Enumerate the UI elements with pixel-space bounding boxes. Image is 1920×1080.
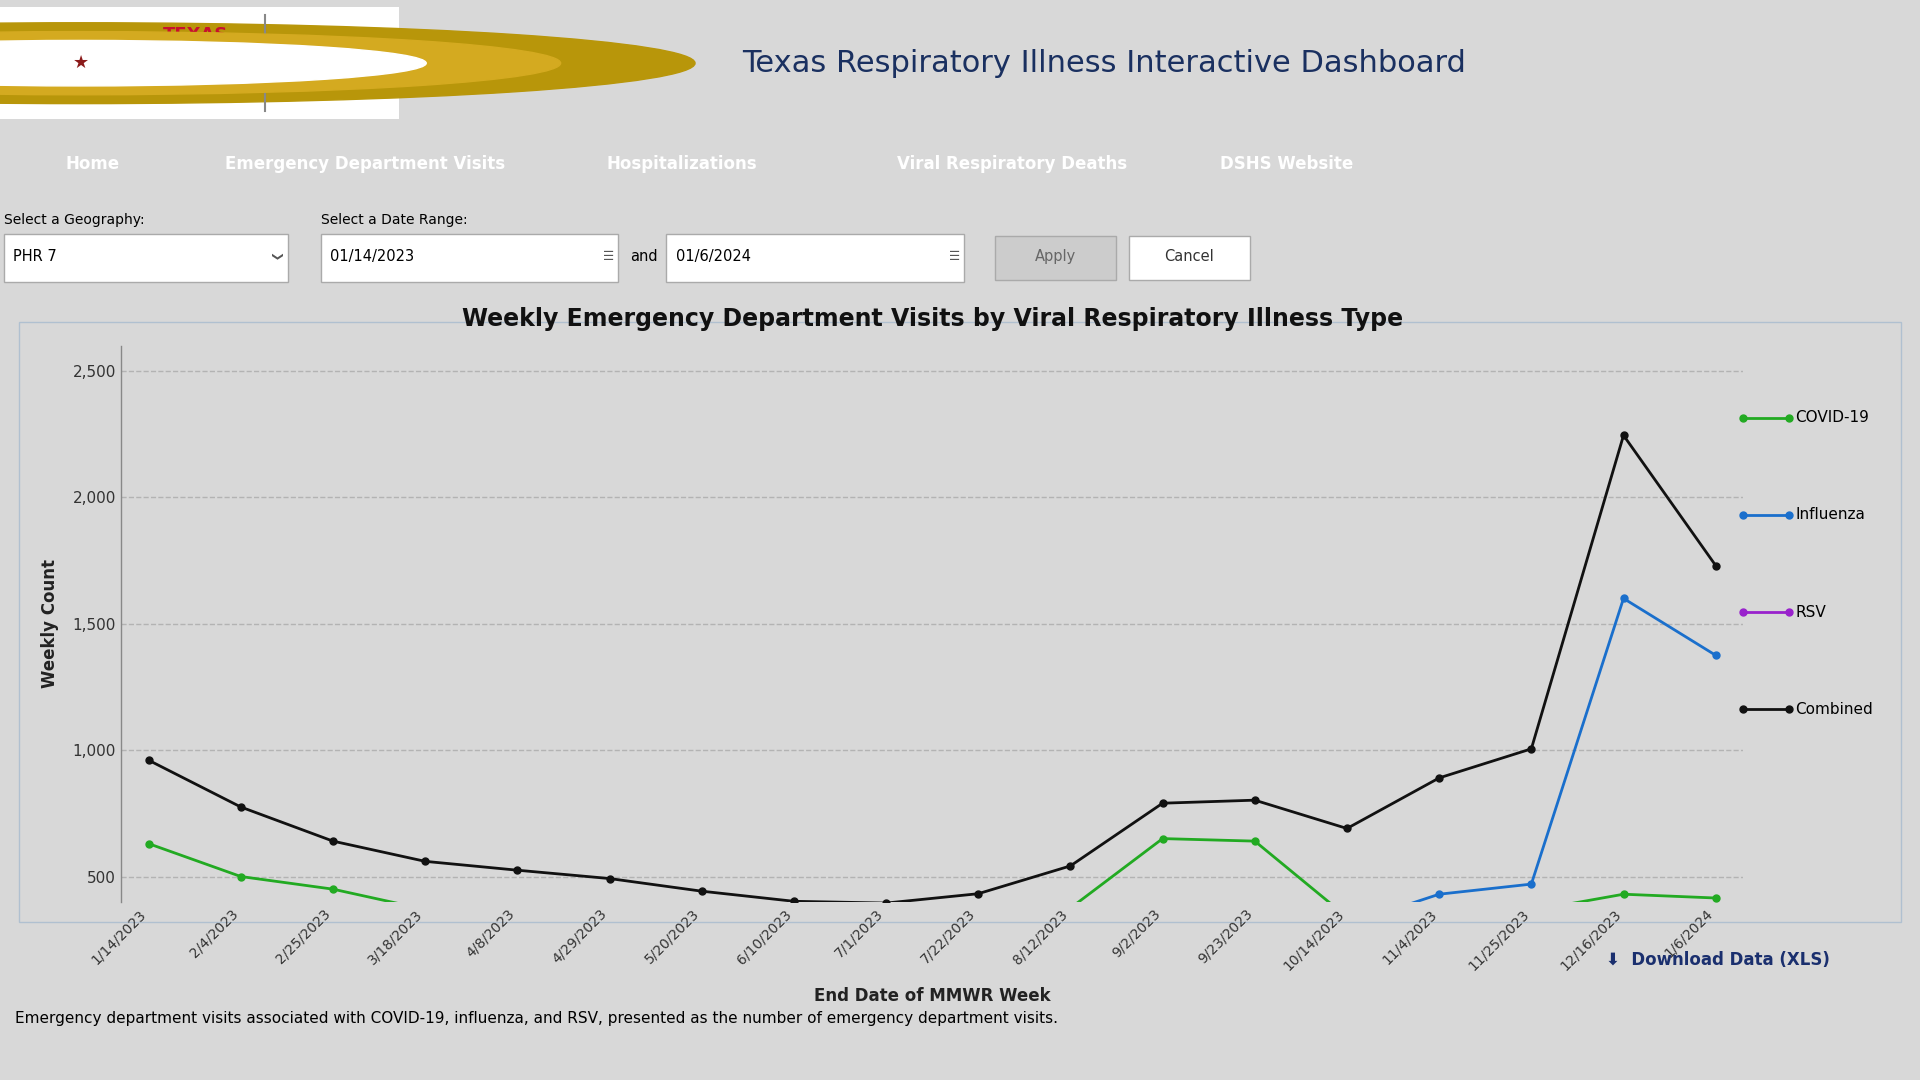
Text: Hospitalizations: Hospitalizations	[607, 156, 756, 173]
Text: Influenza: Influenza	[1795, 508, 1866, 523]
Text: PHR 7: PHR 7	[13, 249, 58, 265]
Text: ⬇  Download Data (XLS): ⬇ Download Data (XLS)	[1607, 951, 1830, 969]
Text: Home: Home	[65, 156, 119, 173]
Text: Emergency department visits associated with COVID-19, influenza, and RSV, presen: Emergency department visits associated w…	[15, 1012, 1058, 1026]
Text: 01/14/2023: 01/14/2023	[330, 249, 415, 265]
FancyBboxPatch shape	[4, 234, 288, 282]
Text: Texas Department of State: Texas Department of State	[284, 40, 424, 51]
Title: Weekly Emergency Department Visits by Viral Respiratory Illness Type: Weekly Emergency Department Visits by Vi…	[461, 307, 1404, 332]
Text: Texas Respiratory Illness Interactive Dashboard: Texas Respiratory Illness Interactive Da…	[741, 49, 1467, 78]
Text: COVID-19: COVID-19	[1795, 410, 1870, 426]
Text: RSV: RSV	[1795, 605, 1826, 620]
Text: ❯: ❯	[269, 252, 280, 261]
Text: Combined: Combined	[1795, 702, 1874, 717]
Text: DSHS Website: DSHS Website	[1219, 156, 1354, 173]
FancyBboxPatch shape	[321, 234, 618, 282]
Text: Health and Human: Health and Human	[163, 56, 248, 65]
Text: Health Services: Health Services	[284, 68, 367, 78]
FancyBboxPatch shape	[1129, 237, 1250, 281]
Text: ☰: ☰	[603, 251, 614, 264]
Text: Select a Date Range:: Select a Date Range:	[321, 213, 467, 227]
FancyBboxPatch shape	[995, 237, 1116, 281]
FancyBboxPatch shape	[0, 6, 399, 120]
FancyBboxPatch shape	[666, 234, 964, 282]
Text: Emergency Department Visits: Emergency Department Visits	[225, 156, 505, 173]
Text: Select a Geography:: Select a Geography:	[4, 213, 144, 227]
Circle shape	[0, 40, 426, 86]
Text: 01/6/2024: 01/6/2024	[676, 249, 751, 265]
Text: Services: Services	[163, 73, 202, 83]
Text: Viral Respiratory Deaths: Viral Respiratory Deaths	[897, 156, 1127, 173]
Text: TEXAS: TEXAS	[163, 26, 228, 44]
X-axis label: End Date of MMWR Week: End Date of MMWR Week	[814, 987, 1050, 1004]
Text: and: and	[630, 249, 657, 265]
Circle shape	[0, 23, 695, 104]
Text: Cancel: Cancel	[1165, 249, 1213, 265]
FancyBboxPatch shape	[19, 323, 1901, 921]
Y-axis label: Weekly Count: Weekly Count	[40, 559, 60, 688]
Text: ★: ★	[73, 54, 88, 72]
Circle shape	[0, 31, 561, 95]
Text: ☰: ☰	[948, 251, 960, 264]
Text: Apply: Apply	[1035, 249, 1075, 265]
